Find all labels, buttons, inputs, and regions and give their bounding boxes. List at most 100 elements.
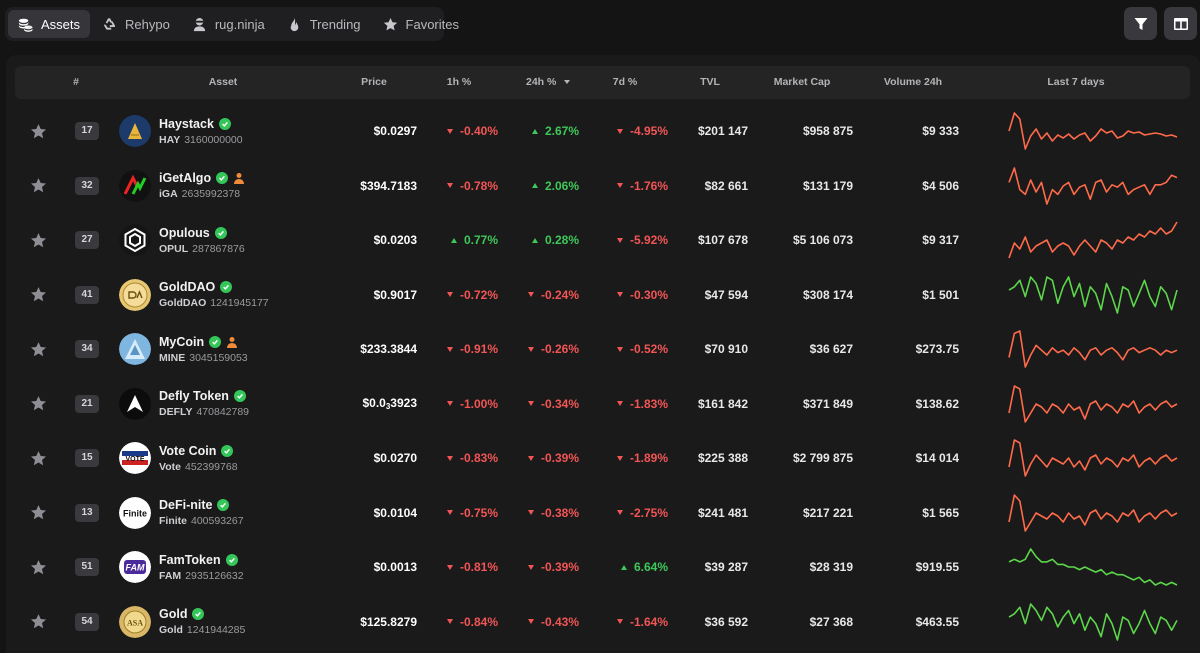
favorite-star-button[interactable] (30, 268, 48, 323)
rank-badge: 17 (75, 104, 99, 159)
arrow-down-icon (527, 510, 534, 516)
asset-id: 3160000000 (184, 133, 243, 146)
sparkline-cell (1008, 486, 1178, 541)
table-row[interactable]: 27 Opulous OPUL 287867876 $0.0203 0.77% 0… (6, 213, 1200, 268)
tab-trending[interactable]: Trending (277, 10, 371, 38)
header-volume-24h[interactable]: Volume 24h (883, 76, 943, 88)
arrow-up-icon (531, 128, 538, 134)
favorite-star-button[interactable] (30, 431, 48, 486)
sparkline-chart (1008, 330, 1178, 369)
table-row[interactable]: 17 Haystack HAY 3160000000 $0.0297 -0.40%… (6, 104, 1200, 159)
tvl-value: $39 287 (704, 560, 748, 575)
sparkline-line (1008, 493, 1178, 532)
asset-cell[interactable]: DeFi-nite Finite 400593267 (159, 486, 244, 541)
favorite-star-button[interactable] (30, 377, 48, 432)
asset-ticker: DEFLY (159, 406, 193, 419)
asset-logo[interactable] (119, 322, 151, 377)
change-value: -1.64% (629, 614, 668, 629)
price-text: $394.7183 (360, 178, 417, 193)
asset-cell[interactable]: FamToken FAM 2935126632 (159, 540, 244, 595)
asset-logo[interactable]: VOTE (119, 431, 151, 486)
change-value: 2.06% (544, 178, 579, 193)
columns-button[interactable] (1164, 7, 1197, 40)
price-value: $125.8279 (336, 595, 417, 650)
change-1h: -0.84% (416, 595, 498, 650)
arrow-down-icon (616, 401, 623, 407)
ninja-icon (193, 17, 205, 31)
table-row[interactable]: 32 iGetAlgo iGA 2635992378 $394.7183 -0.7… (6, 159, 1200, 214)
header-rank[interactable]: # (73, 76, 79, 88)
price-value: $0.033923 (336, 377, 417, 432)
favorite-star-button[interactable] (30, 322, 48, 377)
table-row[interactable]: 15 VOTE Vote Coin Vote 452399768 $0.0270 … (6, 431, 1200, 486)
table-row[interactable]: 41 GoldDAO GoldDAO 1241945177 $0.9017 -0.… (6, 268, 1200, 323)
asset-logo[interactable]: Finite (119, 486, 151, 541)
arrow-down-icon (446, 619, 453, 625)
asset-cell[interactable]: Vote Coin Vote 452399768 (159, 431, 238, 486)
asset-logo[interactable]: FAM (119, 540, 151, 595)
favorite-star-button[interactable] (30, 595, 48, 650)
asset-logo[interactable] (119, 268, 151, 323)
price-subscript-zeros: 3 (385, 402, 391, 412)
change-7d: -4.95% (586, 104, 668, 159)
rank-value: 32 (75, 176, 99, 195)
asset-cell[interactable]: iGetAlgo iGA 2635992378 (159, 159, 245, 214)
asset-cell[interactable]: Haystack HAY 3160000000 (159, 104, 243, 159)
asset-id: 470842789 (196, 406, 250, 419)
asset-logo[interactable] (119, 213, 151, 268)
asset-name: Defly Token (159, 389, 229, 404)
arrow-down-icon (616, 510, 623, 516)
header-market-cap[interactable]: Market Cap (773, 76, 831, 88)
favorite-star-button[interactable] (30, 159, 48, 214)
price-text: $0.033923 (362, 396, 417, 412)
arrow-down-icon (527, 619, 534, 625)
table-row[interactable]: 51 FAM FamToken FAM 2935126632 $0.0013 -0… (6, 540, 1200, 595)
asset-logo-image (119, 333, 151, 366)
star-icon (30, 123, 47, 138)
header-1h[interactable]: 1h % (446, 76, 472, 88)
header-tvl[interactable]: TVL (700, 76, 720, 88)
asset-name-line: Haystack (159, 117, 231, 131)
table-row[interactable]: 34 MyCoin MINE 3045159053 $233.3844 -0.91… (6, 322, 1200, 377)
asset-logo[interactable] (119, 159, 151, 214)
favorite-star-button[interactable] (30, 213, 48, 268)
table-row[interactable]: 54 ASA Gold Gold 1241944285 $125.8279 -0.… (6, 595, 1200, 650)
market-cap-value: $27 368 (809, 614, 853, 629)
asset-cell[interactable]: Defly Token DEFLY 470842789 (159, 377, 249, 432)
arrow-up-icon (531, 237, 538, 243)
asset-logo[interactable]: ASA (119, 595, 151, 650)
asset-logo[interactable] (119, 377, 151, 432)
asset-cell[interactable]: MyCoin MINE 3045159053 (159, 322, 248, 377)
rank-value: 21 (75, 394, 99, 413)
sparkline-chart (1008, 384, 1178, 423)
asset-cell[interactable]: GoldDAO GoldDAO 1241945177 (159, 268, 269, 323)
header-asset[interactable]: Asset (208, 76, 238, 88)
table-header: # Asset Price 1h % 24h % 7d % TVL Market… (15, 66, 1190, 99)
header-24h[interactable]: 24h % (526, 66, 571, 99)
table-row[interactable]: 21 Defly Token DEFLY 470842789 $0.033923 … (6, 377, 1200, 432)
header-price[interactable]: Price (361, 76, 387, 88)
market-cap-value: $131 179 (802, 178, 853, 193)
tab-assets[interactable]: Assets (8, 10, 91, 38)
favorite-star-button[interactable] (30, 540, 48, 595)
asset-subline: DEFLY 470842789 (159, 406, 249, 418)
table-row[interactable]: 13 Finite DeFi-nite Finite 400593267 $0.0… (6, 486, 1200, 541)
asset-cell[interactable]: Gold Gold 1241944285 (159, 595, 245, 650)
arrow-up-icon (450, 237, 457, 243)
asset-id: 3045159053 (189, 351, 248, 364)
favorite-star-button[interactable] (30, 486, 48, 541)
asset-cell[interactable]: Opulous OPUL 287867876 (159, 213, 245, 268)
header-7d[interactable]: 7d % (612, 76, 638, 88)
tab-favorites[interactable]: Favorites (373, 10, 469, 38)
arrow-down-icon (527, 455, 534, 461)
tab-rehypo[interactable]: Rehypo (92, 10, 180, 38)
asset-id: 2935126632 (185, 569, 244, 582)
asset-name: MyCoin (159, 334, 205, 349)
change-7d: 6.64% (586, 540, 668, 595)
favorite-star-button[interactable] (30, 104, 48, 159)
change-value: -0.75% (459, 505, 498, 520)
tab-rug-ninja[interactable]: rug.ninja (182, 10, 275, 38)
change-7d: -1.64% (586, 595, 668, 650)
filter-button[interactable] (1124, 7, 1157, 40)
asset-logo[interactable] (119, 104, 151, 159)
